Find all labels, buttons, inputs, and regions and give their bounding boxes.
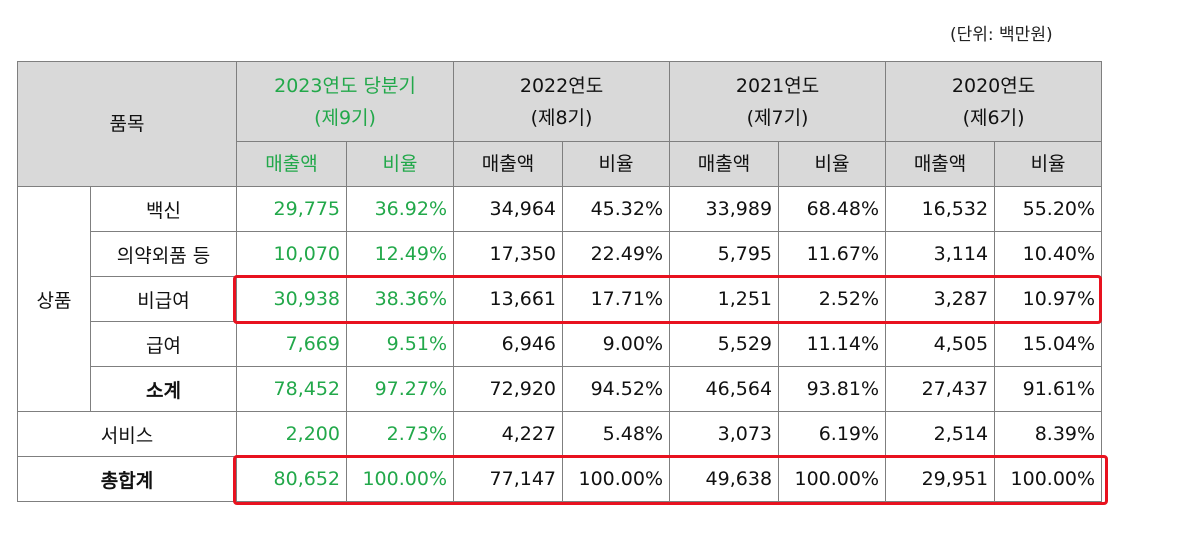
row-label: 총합계 [17,456,237,502]
cell: 80,652 [236,456,347,502]
cell: 77,147 [453,456,564,502]
cell: 5,795 [669,231,780,277]
table-row: 비급여 30,938 38.36% 13,661 17.71% 1,251 2.… [18,276,1103,322]
cell: 9.00% [562,321,671,367]
period-year: 2021연도 [735,74,820,97]
total-row: 총합계 80,652 100.00% 77,147 100.00% 49,638… [17,456,1103,502]
cell: 29,951 [885,456,996,502]
service-row: 서비스 2,200 2.73% 4,227 5.48% 3,073 6.19% … [17,411,1103,457]
period-term: (제8기) [530,106,593,129]
cell: 12.49% [345,231,455,277]
cell: 11.67% [778,231,887,277]
cell: 49,638 [669,456,780,502]
cell: 97.27% [345,366,455,412]
cell: 46,564 [669,366,780,412]
period-year: 2022연도 [519,74,604,97]
period-term: (제7기) [746,106,809,129]
cell: 17.71% [562,276,671,322]
cell: 33,989 [669,186,780,232]
period-header-2022: 2022연도 (제8기) [453,61,671,142]
row-label: 서비스 [17,411,237,457]
table-row: 상품 백신 29,775 36.92% 34,964 45.32% 33,989… [17,186,1103,412]
cell: 100.00% [562,456,671,502]
cell: 15.04% [994,321,1103,367]
cell: 16,532 [885,186,996,232]
period-header-2021: 2021연도 (제7기) [669,61,887,142]
cell: 6.19% [778,411,887,457]
cell: 13,661 [453,276,564,322]
cell: 38.36% [345,276,455,322]
cell: 10.40% [994,231,1103,277]
row-label: 비급여 [90,276,237,322]
period-term: (제6기) [962,106,1025,129]
cell: 10,070 [236,231,347,277]
item-header: 품목 [17,61,237,187]
cell: 45.32% [562,186,671,232]
row-label: 백신 [90,186,237,232]
cell: 17,350 [453,231,564,277]
cell: 100.00% [345,456,455,502]
cell: 10.97% [994,276,1103,322]
cell: 93.81% [778,366,887,412]
cell: 5,529 [669,321,780,367]
sales-header: 매출액 [236,141,347,187]
cell: 4,227 [453,411,564,457]
row-label: 급여 [90,321,237,367]
period-header-2023: 2023연도 당분기 (제9기) [235,61,455,142]
cell: 27,437 [885,366,996,412]
cell: 11.14% [778,321,887,367]
cell: 2.73% [345,411,455,457]
cell: 100.00% [778,456,887,502]
cell: 4,505 [885,321,996,367]
cell: 2,514 [885,411,996,457]
unit-label: (단위: 백만원) [950,25,1053,45]
cell: 6,946 [453,321,564,367]
period-year: 2023연도 당분기 [274,74,416,97]
cell: 2.52% [778,276,887,322]
cell: 100.00% [994,456,1103,502]
cell: 78,452 [236,366,347,412]
cell: 3,114 [885,231,996,277]
cell: 68.48% [778,186,887,232]
sales-header: 매출액 [885,141,996,187]
cell: 30,938 [236,276,347,322]
period-header-2020: 2020연도 (제6기) [885,61,1103,142]
cell: 3,073 [669,411,780,457]
ratio-header: 비율 [345,141,455,187]
period-year: 2020연도 [951,74,1036,97]
cell: 36.92% [345,186,455,232]
row-label: 의약외품 등 [90,231,237,277]
cell: 3,287 [885,276,996,322]
period-term: (제9기) [314,106,376,129]
ratio-header: 비율 [778,141,887,187]
cell: 2,200 [236,411,347,457]
cell: 34,964 [453,186,564,232]
cell: 9.51% [345,321,455,367]
cell: 22.49% [562,231,671,277]
group-label: 상품 [17,186,91,412]
cell: 7,669 [236,321,347,367]
ratio-header: 비율 [994,141,1103,187]
table-row: 의약외품 등 10,070 12.49% 17,350 22.49% 5,795… [18,231,1103,277]
cell: 72,920 [453,366,564,412]
sales-header: 매출액 [669,141,780,187]
cell: 8.39% [994,411,1103,457]
cell: 29,775 [236,186,347,232]
cell: 1,251 [669,276,780,322]
table-row: 급여 7,669 9.51% 6,946 9.00% 5,529 11.14% … [18,321,1103,367]
cell: 94.52% [562,366,671,412]
sales-table: 품목 2023연도 당분기 (제9기) 2022연도 (제8기) 2021연도 … [17,61,1103,502]
cell: 55.20% [994,186,1103,232]
subtotal-row: 소계 78,452 97.27% 72,920 94.52% 46,564 93… [18,366,1103,412]
sales-header: 매출액 [453,141,564,187]
cell: 5.48% [562,411,671,457]
row-label: 소계 [90,366,237,412]
cell: 91.61% [994,366,1103,412]
ratio-header: 비율 [562,141,671,187]
